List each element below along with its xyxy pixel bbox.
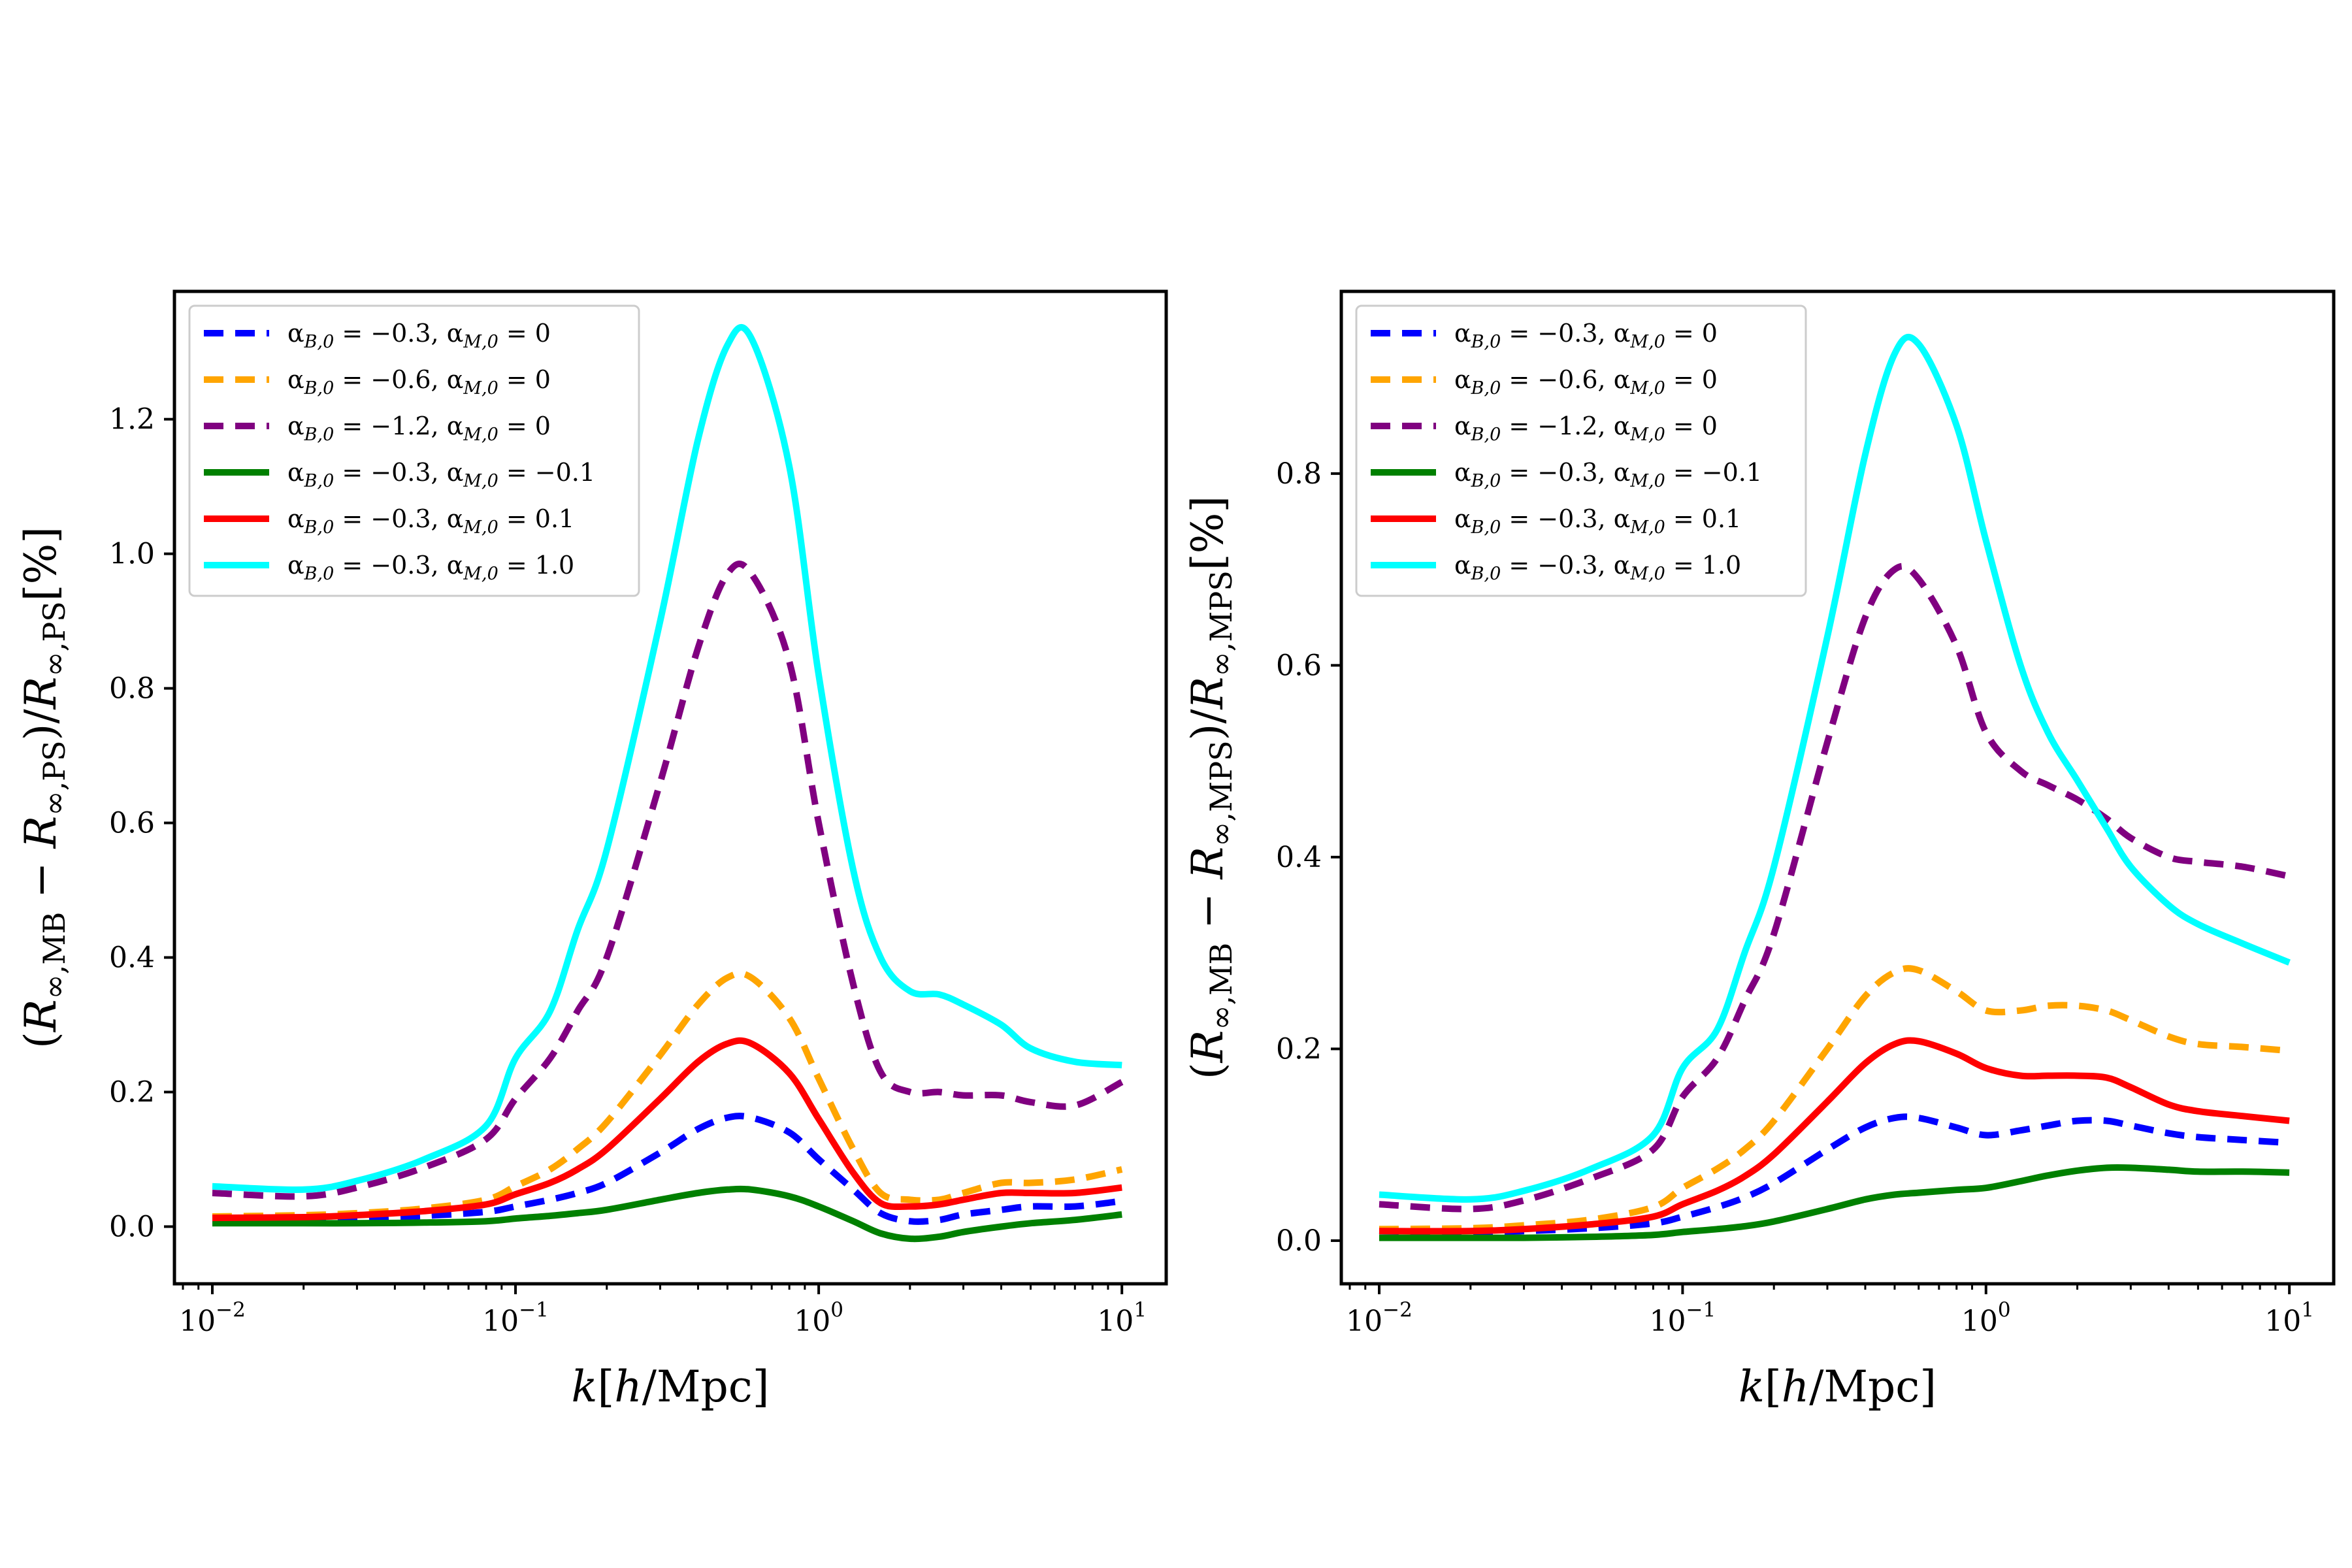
left-chart-y-tick-label: 0.0 [109,1210,155,1243]
left-chart-x-tick-label: 10−1 [482,1298,549,1338]
right-chart-frame [1339,289,2336,1286]
right-chart-series-line-6 [1379,334,2291,1203]
right-chart-series-line-1 [1379,1113,2290,1237]
left-chart-legend-label-6: αB,0 = −0.3, αM,0 = 1.0 [287,551,574,584]
left-chart-y-tick-label: 0.6 [109,807,155,840]
left-chart-y-tick-label: 1.0 [109,538,155,571]
left-chart-legend-box [188,304,640,597]
right-chart-legend-label-2: αB,0 = −0.6, αM,0 = 0 [1454,365,1718,399]
left-chart-y-tick-label: 1.2 [109,403,155,436]
right-chart-legend-label-5: αB,0 = −0.3, αM,0 = 0.1 [1454,504,1741,538]
right-chart-x-tick-label: 100 [1961,1298,2011,1338]
right-chart-legend-label-3: αB,0 = −1.2, αM,0 = 0 [1454,412,1718,445]
right-chart-x-tick-label: 10−1 [1650,1298,1716,1338]
right-chart-series-line-3 [1379,563,2291,1213]
left-chart-x-axis-label: k[h/Mpc] [571,1362,769,1412]
left-chart-series-line-5 [212,1037,1122,1222]
right-chart-panel: 10−2 10−1 100 101 0.0 0.2 0.4 0.6 0.8 αB,0 = −0.… [1183,289,2336,1412]
right-chart-legend-box [1355,304,1807,597]
left-chart-legend-label-4: αB,0 = −0.3, αM,0 = −0.1 [287,458,595,491]
right-chart-legend-label-6: αB,0 = −0.3, αM,0 = 1.0 [1454,551,1741,584]
left-chart-ticks: 10−2 10−1 100 101 0.0 0.2 0.4 0.6 0.8 1.0 1.2 [109,403,1147,1338]
left-chart-frame [172,289,1168,1286]
right-chart-x-axis-label: k[h/Mpc] [1739,1362,1936,1412]
left-chart-y-axis-label: (R∞,MB − R∞,PS)/R∞,PS[%] [16,527,72,1049]
left-chart-legend-label-5: αB,0 = −0.3, αM,0 = 0.1 [287,504,574,538]
left-chart-series [212,324,1124,1243]
right-chart-x-tick-label: 10−2 [1346,1298,1413,1338]
right-chart-series [1379,334,2291,1241]
left-chart-x-tick-label: 100 [794,1298,843,1338]
right-chart-legend-label-1: αB,0 = −0.3, αM,0 = 0 [1454,319,1718,352]
right-chart-y-axis-label: (R∞,MB − R∞,MPS)/R∞,MPS[%] [1183,496,1239,1079]
left-chart-series-line-1 [212,1113,1122,1225]
left-chart-series-line-6 [212,324,1122,1194]
left-chart-y-tick-label: 0.8 [109,672,155,706]
left-chart-y-tick-label: 0.4 [109,941,155,975]
left-chart-series-line-4 [212,1185,1122,1243]
right-chart-legend-label-4: αB,0 = −0.3, αM,0 = −0.1 [1454,458,1762,491]
left-chart-x-tick-label: 10−2 [179,1298,246,1338]
left-chart-legend-label-2: αB,0 = −0.6, αM,0 = 0 [287,365,551,399]
right-chart-series-line-4 [1379,1164,2290,1241]
right-chart-legend: αB,0 = −0.3, αM,0 = 0 αB,0 = −0.6, αM,0 =… [1355,304,1807,597]
left-chart-legend-label-3: αB,0 = −1.2, αM,0 = 0 [287,412,551,445]
right-chart-x-tick-label: 101 [2264,1298,2314,1338]
left-chart-panel: 10−2 10−1 100 101 0.0 0.2 0.4 0.6 0.8 1.0 1.2 αB,0… [16,289,1168,1412]
left-chart-y-tick-label: 0.2 [109,1075,155,1109]
right-chart-y-tick-label: 0.6 [1276,649,1322,682]
right-chart-series-line-5 [1379,1037,2290,1235]
right-chart-series-line-2 [1379,965,2290,1233]
right-chart-y-tick-label: 0.8 [1276,457,1322,491]
left-chart-legend: αB,0 = −0.3, αM,0 = 0 αB,0 = −0.6, αM,0 =… [188,304,640,597]
left-chart-legend-label-1: αB,0 = −0.3, αM,0 = 0 [287,319,551,352]
right-chart-y-tick-label: 0.2 [1276,1032,1322,1066]
right-chart-y-tick-label: 0.4 [1276,841,1322,874]
left-chart-x-tick-label: 101 [1097,1298,1147,1338]
right-chart-y-tick-label: 0.0 [1276,1224,1322,1258]
